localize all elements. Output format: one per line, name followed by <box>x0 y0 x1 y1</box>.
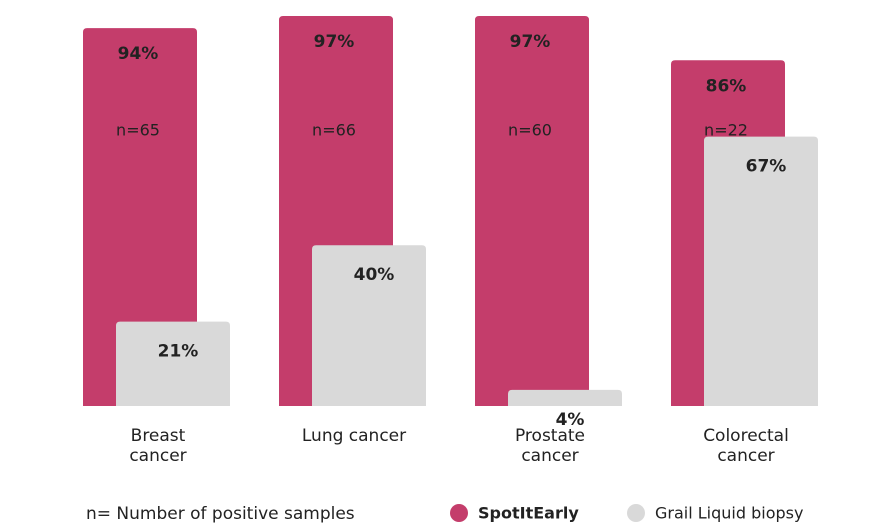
bar <box>475 16 589 407</box>
value-label: 97% <box>314 32 355 52</box>
value-label: 94% <box>118 44 159 64</box>
bar <box>508 389 622 406</box>
legend-label: SpotItEarly <box>478 504 579 523</box>
value-label: 97% <box>510 32 551 52</box>
bar <box>83 28 197 407</box>
value-label: 67% <box>746 157 787 177</box>
sample-label: n=66 <box>312 121 356 140</box>
legend-label: Grail Liquid biopsy <box>655 504 803 523</box>
legend-marker <box>627 504 645 522</box>
x-tick-label: Breast cancer <box>129 426 187 466</box>
value-label: 21% <box>158 342 199 362</box>
value-label: 40% <box>354 265 395 285</box>
bar <box>312 245 426 406</box>
value-label: 86% <box>706 76 747 96</box>
bar <box>704 136 818 406</box>
sample-label: n=60 <box>508 121 552 140</box>
legend-marker <box>450 504 468 522</box>
x-tick-label: Lung cancer <box>301 426 407 446</box>
footnote: n= Number of positive samples <box>86 504 355 524</box>
sample-label: n=65 <box>116 121 160 140</box>
x-tick-label: Prostate cancer <box>514 426 586 466</box>
x-tick-label: Colorectal cancer <box>703 426 789 466</box>
sample-label: n=22 <box>704 121 748 140</box>
value-label: 4% <box>556 410 585 430</box>
bar <box>116 321 230 406</box>
